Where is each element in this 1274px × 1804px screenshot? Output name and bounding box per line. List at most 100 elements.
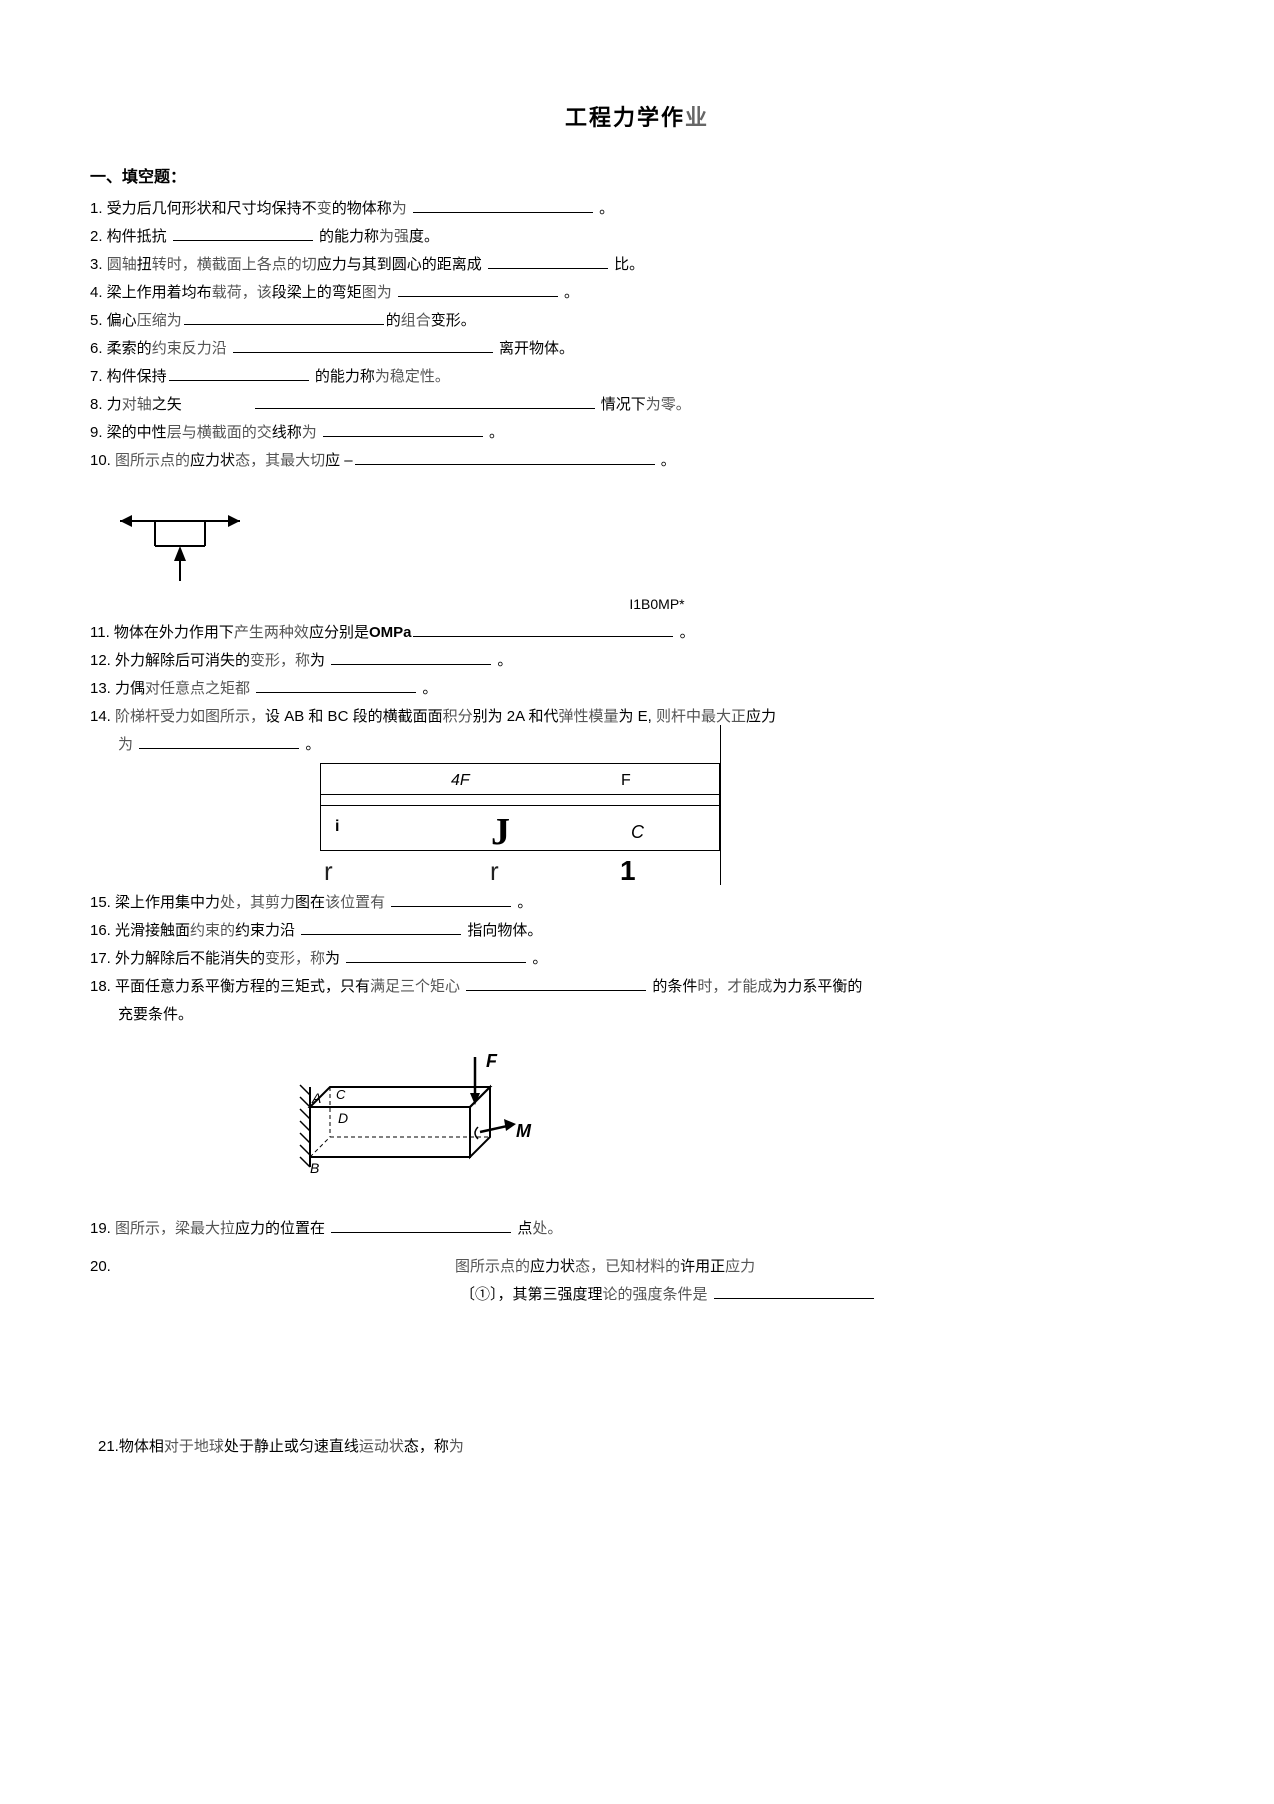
q12-end: 。: [493, 652, 512, 669]
q9-g2: 为: [302, 424, 321, 441]
question-9: 9. 梁的中性层与横截面的交线称为 。: [90, 421, 1184, 445]
label-1: 1: [620, 849, 636, 894]
q4-t2: 段梁上的弯矩: [272, 284, 362, 301]
q5-t3: 变形。: [431, 312, 476, 329]
q20-g2: 态，已知材料的: [575, 1258, 680, 1275]
q18-t2: 的条件: [648, 978, 697, 995]
q8-g: 对轴: [122, 396, 152, 413]
question-7: 7. 构件保持 的能力称为稳定性。: [90, 365, 1184, 389]
title-main: 工程力学作: [565, 105, 685, 130]
q11-g: 产生两种效: [234, 624, 309, 641]
q14-g: 阶梯杆受力如图所示，: [115, 708, 265, 725]
q21-t3: 态，称: [404, 1438, 449, 1455]
blank: [355, 449, 655, 465]
q15-g: 处，其剪力: [220, 894, 295, 911]
q6-t2: 离开物体。: [495, 340, 574, 357]
q13-t: 13. 力偶: [90, 680, 145, 697]
question-19: 19. 图所示，梁最大拉应力的位置在 点处。: [90, 1217, 1184, 1241]
q20-t2: 许用正: [680, 1258, 725, 1275]
q2-text3: 度。: [409, 228, 439, 245]
q5-g: 压缩为: [137, 312, 182, 329]
q1-gray2: 为: [392, 200, 407, 217]
q10-end: 。: [657, 452, 676, 469]
q14-g4: 则杆中最大正: [656, 708, 746, 725]
question-18-line2: 充要条件。: [90, 1003, 1184, 1027]
q17-g: 变形，称: [265, 950, 325, 967]
q20-t3: 〔①〕，其第三强度理: [460, 1286, 603, 1303]
figure-stepped-bar: 4F F i J C r r 1: [90, 763, 1184, 885]
q5-g2: 组合: [401, 312, 431, 329]
document-page: 工程力学作业 一、填空题： 1. 受力后几何形状和尺寸均保持不变的物体称为 。 …: [0, 0, 1274, 1804]
page-title: 工程力学作业: [90, 100, 1184, 135]
q4-g2: 图为: [362, 284, 396, 301]
question-10: 10. 图所示点的应力状态，其最大切应 – 。: [90, 449, 1184, 473]
svg-text:F: F: [486, 1051, 498, 1071]
label-F: F: [621, 768, 631, 794]
beam-3d-svg: F M A C D B: [250, 1047, 550, 1207]
q18-t4: 充要条件。: [118, 1006, 193, 1023]
svg-text:A: A: [311, 1090, 321, 1106]
svg-text:M: M: [516, 1121, 532, 1141]
q14-g2: 积分: [443, 708, 473, 725]
svg-text:B: B: [310, 1160, 319, 1176]
q21-t: 21.物体相: [98, 1438, 164, 1455]
q5-t: 5. 偏心: [90, 312, 137, 329]
q19-g: 图所示，梁最大拉: [115, 1220, 235, 1237]
q20-g4: 论的强度条件是: [603, 1286, 712, 1303]
q18-t: 18. 平面任意力系平衡方程的三矩式，只有: [90, 978, 370, 995]
blank: [398, 281, 558, 297]
q2-text: 2. 构件抵抗: [90, 228, 171, 245]
q16-t: 16. 光滑接触面: [90, 922, 190, 939]
q11-ompa: OMPa: [369, 624, 412, 641]
blank: [331, 1217, 511, 1233]
blank: [301, 919, 461, 935]
q19-num: 19.: [90, 1220, 115, 1237]
label-4F: 4F: [451, 768, 470, 794]
q10-g2: 态，其最大切: [235, 452, 325, 469]
figure-label-1: I1B0MP*: [130, 593, 1184, 615]
q10-t2: 应 –: [325, 452, 353, 469]
q14-end: 。: [301, 736, 320, 753]
question-5: 5. 偏心压缩为的组合变形。: [90, 309, 1184, 333]
q7-t: 7. 构件保持: [90, 368, 167, 385]
q15-end: 。: [513, 894, 532, 911]
q3-gray: 圆轴: [107, 256, 137, 273]
blank: [488, 253, 608, 269]
q10-g: 图所示点的: [115, 452, 190, 469]
q15-t2: 图在: [295, 894, 325, 911]
blank: [413, 621, 673, 637]
q20-num: 20.: [90, 1258, 111, 1275]
question-14: 14. 阶梯杆受力如图所示，设 AB 和 BC 段的横截面面积分别为 2A 和代…: [90, 705, 1184, 729]
blank: [413, 197, 593, 213]
question-21: 21.物体相对于地球处于静止或匀速直线运动状态，称为: [98, 1435, 1184, 1459]
q3-gray2: 转时，横截面上各点的切: [152, 256, 317, 273]
q21-g3: 为: [449, 1438, 464, 1455]
q14-g5: 为: [118, 736, 137, 753]
q1-text: 1. 受力后几何形状和尺寸均保持不: [90, 200, 317, 217]
q4-end: 。: [560, 284, 579, 301]
q11-t: 11. 物体在外力作用下: [90, 624, 234, 641]
blank: [233, 337, 493, 353]
question-16: 16. 光滑接触面约束的约束力沿 指向物体。: [90, 919, 1184, 943]
q21-g: 对于地球: [164, 1438, 224, 1455]
q10-t: 应力状: [190, 452, 235, 469]
figure-stress-element: I1B0MP*: [90, 491, 1184, 615]
q14-g3: 弹性模量: [558, 708, 618, 725]
q14-t3: 为 E,: [618, 708, 656, 725]
q17-t: 17. 外力解除后不能消失的: [90, 950, 265, 967]
figure-beam-3d: F M A C D B: [250, 1047, 1184, 1207]
blank: [466, 975, 646, 991]
q11-end: 。: [675, 624, 694, 641]
blank: [714, 1283, 874, 1299]
question-11: 11. 物体在外力作用下产生两种效应分别是OMPa 。: [90, 621, 1184, 645]
q14-t4: 应力: [746, 708, 776, 725]
q13-end: 。: [418, 680, 437, 697]
q3-t: 扭: [137, 256, 152, 273]
q17-t2: 为: [325, 950, 344, 967]
q14-t: 设 AB 和 BC 段的横截面面: [265, 708, 443, 725]
section-heading: 一、填空题：: [90, 165, 1184, 191]
q19-g2: 处。: [532, 1220, 562, 1237]
q21-t2: 处于静止或匀速直线: [224, 1438, 359, 1455]
question-2: 2. 构件抵抗 的能力称为强度。: [90, 225, 1184, 249]
q8-t: 8. 力: [90, 396, 122, 413]
